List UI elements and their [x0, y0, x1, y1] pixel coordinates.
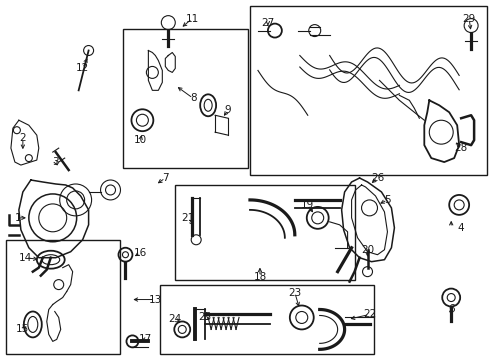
- Text: 16: 16: [134, 248, 147, 258]
- Text: 10: 10: [134, 135, 147, 145]
- Text: 29: 29: [463, 14, 476, 24]
- Text: 6: 6: [448, 305, 455, 315]
- Text: 5: 5: [384, 195, 391, 205]
- Text: 9: 9: [225, 105, 231, 115]
- Text: 8: 8: [190, 93, 196, 103]
- Text: 28: 28: [455, 143, 468, 153]
- Text: 3: 3: [52, 157, 59, 167]
- Text: 27: 27: [261, 18, 274, 28]
- Text: 23: 23: [288, 288, 301, 298]
- Text: 11: 11: [186, 14, 199, 24]
- Text: 14: 14: [19, 253, 32, 263]
- Bar: [160, 285, 374, 354]
- Text: 7: 7: [162, 173, 169, 183]
- Text: 26: 26: [371, 173, 384, 183]
- Text: 1: 1: [15, 213, 21, 223]
- Bar: [250, 6, 487, 175]
- Bar: [6, 240, 121, 354]
- Bar: [175, 185, 355, 280]
- Text: 18: 18: [253, 272, 267, 282]
- Text: 15: 15: [16, 324, 29, 334]
- Text: 4: 4: [458, 223, 465, 233]
- Text: 2: 2: [20, 133, 26, 143]
- Text: 12: 12: [76, 63, 89, 73]
- Text: 21: 21: [182, 213, 195, 223]
- Text: 17: 17: [139, 334, 152, 345]
- Text: 24: 24: [169, 314, 182, 324]
- Text: 20: 20: [361, 245, 374, 255]
- Text: 13: 13: [149, 294, 162, 305]
- Text: 22: 22: [363, 310, 376, 319]
- Bar: [123, 28, 248, 168]
- Text: 19: 19: [301, 200, 315, 210]
- Text: 25: 25: [198, 312, 212, 323]
